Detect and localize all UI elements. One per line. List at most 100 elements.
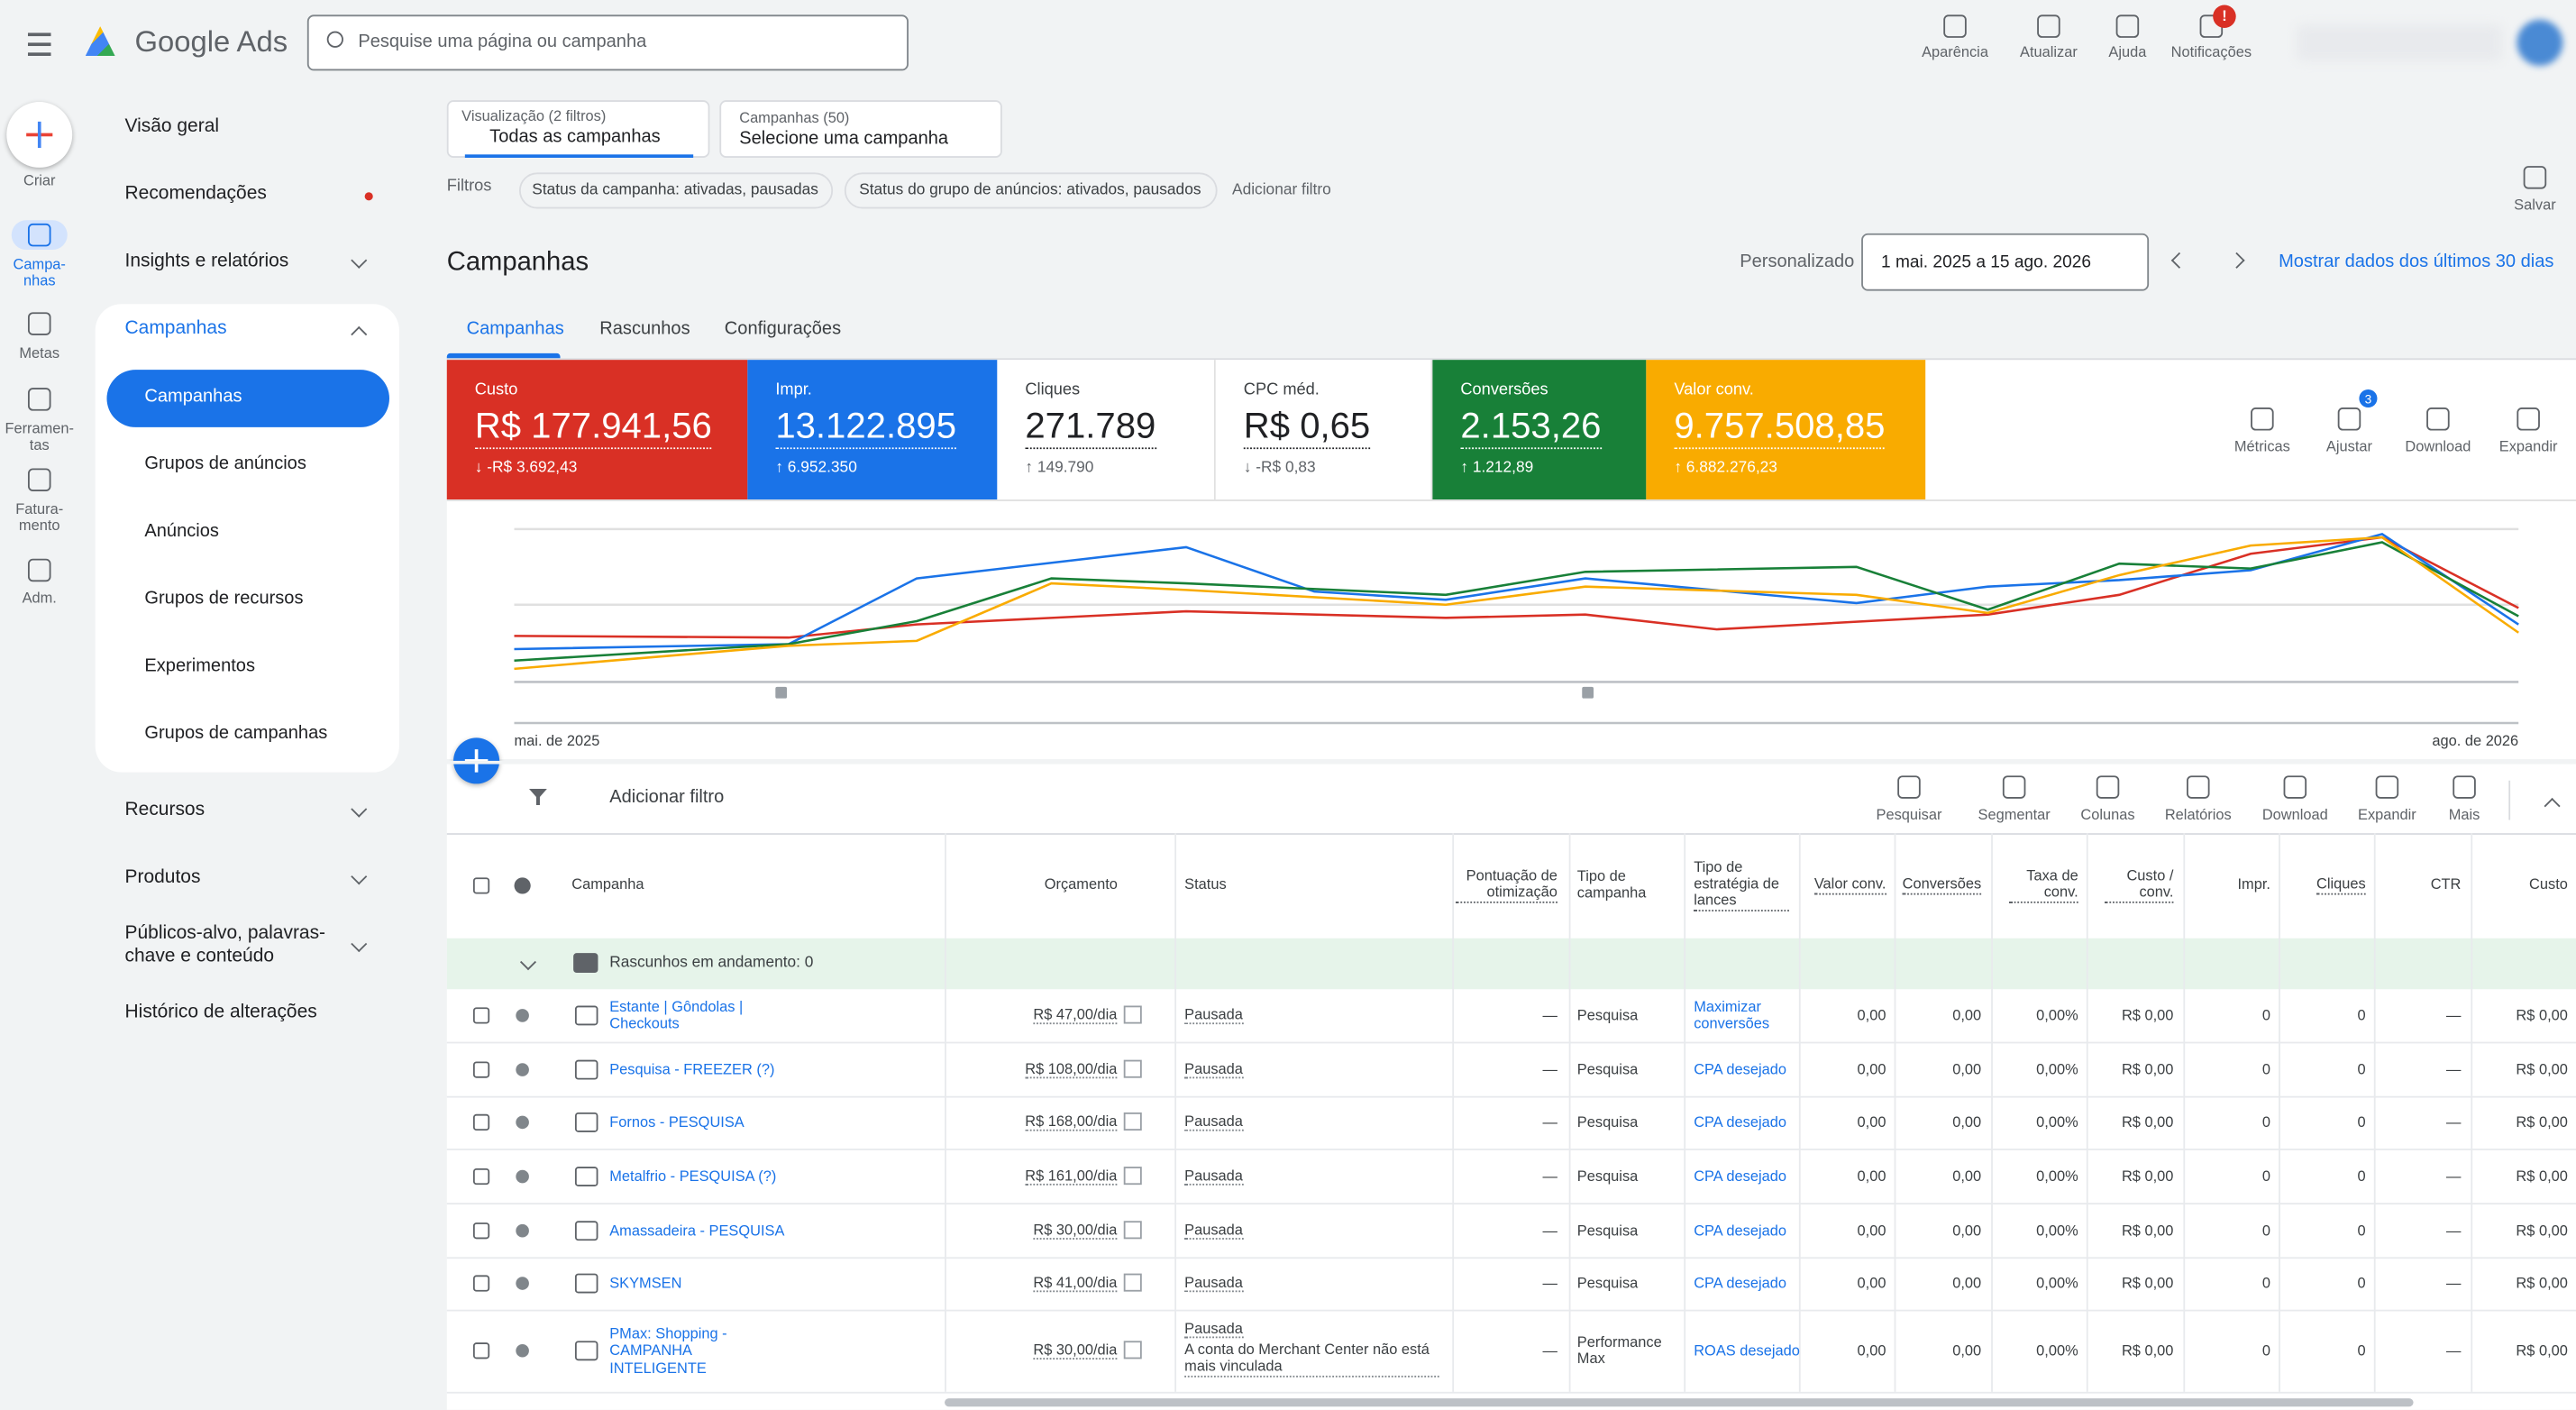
chart-tool[interactable]: Download [2405, 437, 2471, 455]
nav-subitem[interactable]: Grupos de anúncios [144, 453, 306, 474]
table-cell: 0,00 [1857, 1007, 1886, 1024]
table-cell: 0 [2357, 1167, 2366, 1184]
table-cell[interactable]: Fornos - PESQUISA [609, 1113, 744, 1131]
scorecard[interactable]: Valor conv. 9.757.508,85 ↑ 6.882.276,23 [1646, 360, 1926, 500]
tab[interactable]: Configurações [724, 319, 842, 340]
column-header[interactable]: Conversões [1902, 875, 1982, 895]
column-header[interactable]: Orçamento [1044, 875, 1118, 893]
top-action[interactable]: Aparência [1922, 43, 1988, 60]
table-cell: 0,00 [1952, 1167, 1982, 1184]
label[interactable]: Salvar [2514, 196, 2556, 214]
top-action[interactable]: Ajuda [2108, 43, 2147, 60]
nav-subitem[interactable]: Grupos de campanhas [144, 723, 328, 744]
table-cell: 0 [2261, 1113, 2270, 1131]
date-picker[interactable] [1861, 233, 2150, 291]
scorecard[interactable]: Cliques 271.789 ↑ 149.790 [997, 360, 1216, 500]
nav-item[interactable]: Recomendações [124, 184, 267, 205]
chart-tool[interactable]: Expandir [2498, 437, 2558, 455]
tab[interactable]: Rascunhos [599, 319, 690, 340]
table-cell[interactable]: PMax: Shopping - CAMPANHA INTELIGENTE [609, 1324, 727, 1376]
checkbox[interactable] [472, 1113, 490, 1131]
chart-tool[interactable]: Métricas [2233, 437, 2290, 455]
rail-item[interactable]: Adm. [22, 590, 57, 607]
checkbox[interactable] [472, 1167, 490, 1185]
column-header[interactable]: Taxa de conv. [2009, 867, 2078, 903]
table-cell: 0 [2261, 1221, 2270, 1239]
column-header[interactable]: Impr. [2237, 875, 2270, 893]
scorecard[interactable]: Custo R$ 177.941,56 ↓ -R$ 3.692,43 [446, 360, 748, 500]
rail-item[interactable]: Metas [19, 344, 60, 362]
table-tool[interactable]: Expandir [2358, 806, 2416, 823]
table-cell[interactable]: CPA desejado [1694, 1060, 1786, 1077]
table-cell: — [1542, 1007, 1557, 1024]
column-header[interactable]: Tipo de campanha [1576, 867, 1647, 901]
link[interactable]: Mostrar dados dos últimos 30 dias [2279, 252, 2554, 272]
nav-item[interactable]: Recursos [124, 800, 206, 820]
table-cell: R$ 108,00/dia [1025, 1059, 1118, 1079]
table-cell[interactable]: Estante | Gôndolas | Checkouts [609, 998, 744, 1032]
checkbox[interactable] [472, 1342, 490, 1360]
campaign-select[interactable] [719, 100, 1002, 158]
search-box[interactable] [306, 14, 909, 71]
table-tool[interactable]: Colunas [2080, 806, 2135, 823]
nav-item[interactable]: Produtos [124, 867, 201, 888]
column-header[interactable]: CTR [2430, 875, 2462, 893]
nav-subitem[interactable]: Grupos de recursos [144, 589, 304, 609]
label[interactable]: Adicionar filtro [609, 787, 725, 808]
label[interactable]: Adicionar filtro [1232, 181, 1331, 200]
table-cell[interactable]: Metalfrio - PESQUISA (?) [609, 1167, 777, 1184]
scorecard[interactable]: Conversões 2.153,26 ↑ 1.212,89 [1432, 360, 1647, 500]
nav-subitem[interactable]: Campanhas [144, 387, 242, 407]
table-tool[interactable]: Segmentar [1978, 806, 2051, 823]
column-header[interactable]: Custo / conv. [2104, 867, 2174, 903]
table-tool[interactable]: Pesquisar [1876, 806, 1942, 823]
table-tool[interactable]: Mais [2448, 806, 2480, 823]
top-action[interactable]: Notificações [2170, 43, 2252, 60]
rail-item[interactable]: Campa-nhas [13, 255, 66, 289]
table-cell[interactable]: CPA desejado [1694, 1167, 1786, 1184]
rail-item[interactable]: Criar [23, 172, 56, 189]
table-cell[interactable]: CPA desejado [1694, 1221, 1786, 1239]
column-header[interactable]: Status [1184, 875, 1227, 893]
rail-item[interactable]: Ferramen-tas [5, 419, 75, 454]
metric-delta: ↑ 6.952.350 [775, 459, 857, 478]
nav-item[interactable]: Visão geral [124, 116, 220, 137]
nav-item[interactable]: Histórico de alterações [124, 1003, 317, 1022]
nav-item[interactable]: Públicos-alvo, palavras-chave e conteúdo [124, 923, 326, 966]
column-header[interactable]: Custo [2529, 875, 2568, 893]
checkbox[interactable] [472, 1222, 490, 1239]
table-cell: 0,00 [1952, 1275, 1982, 1292]
table-cell[interactable]: SKYMSEN [609, 1275, 682, 1292]
checkbox[interactable] [472, 877, 490, 894]
filter-chip[interactable] [518, 172, 834, 209]
nav-item[interactable]: Insights e relatórios [124, 252, 289, 271]
chart-tool[interactable]: Ajustar [2325, 437, 2372, 455]
nav-item[interactable]: Campanhas [124, 318, 227, 339]
table-cell[interactable]: CPA desejado [1694, 1113, 1786, 1131]
table-cell[interactable]: Amassadeira - PESQUISA [609, 1221, 785, 1239]
table-cell: R$ 0,00 [2121, 1167, 2174, 1184]
column-header[interactable]: Valor conv. [1813, 875, 1886, 895]
checkbox[interactable] [472, 1060, 490, 1077]
scorecard[interactable]: CPC méd. R$ 0,65 ↓ -R$ 0,83 [1215, 360, 1433, 500]
scorecard[interactable]: Impr. 13.122.895 ↑ 6.952.350 [747, 360, 998, 500]
column-header[interactable]: Pontuação de otimização [1455, 867, 1557, 903]
nav-subitem[interactable]: Experimentos [144, 655, 256, 676]
rail-item[interactable]: Fatura-mento [15, 500, 64, 535]
table-cell[interactable]: ROAS desejado [1694, 1341, 1800, 1360]
column-header[interactable]: Tipo de estratégia de lances [1694, 859, 1789, 911]
top-action[interactable]: Atualizar [2020, 43, 2078, 60]
filter-chip[interactable] [844, 172, 1218, 209]
checkbox[interactable] [472, 1007, 490, 1024]
column-header[interactable]: Cliques [2316, 875, 2366, 895]
table-tool[interactable]: Relatórios [2164, 806, 2232, 823]
table-cell[interactable]: CPA desejado [1694, 1275, 1786, 1292]
nav-subitem[interactable]: Anúncios [144, 521, 219, 542]
table-cell[interactable]: Maximizar conversões [1694, 998, 1770, 1032]
checkbox[interactable] [472, 1275, 490, 1292]
table-cell[interactable]: Pesquisa - FREEZER (?) [609, 1060, 775, 1077]
tab[interactable]: Campanhas [466, 319, 564, 340]
column-header[interactable]: Campanha [571, 875, 644, 893]
table-tool[interactable]: Download [2261, 806, 2328, 823]
table-cell: 0 [2261, 1275, 2270, 1292]
